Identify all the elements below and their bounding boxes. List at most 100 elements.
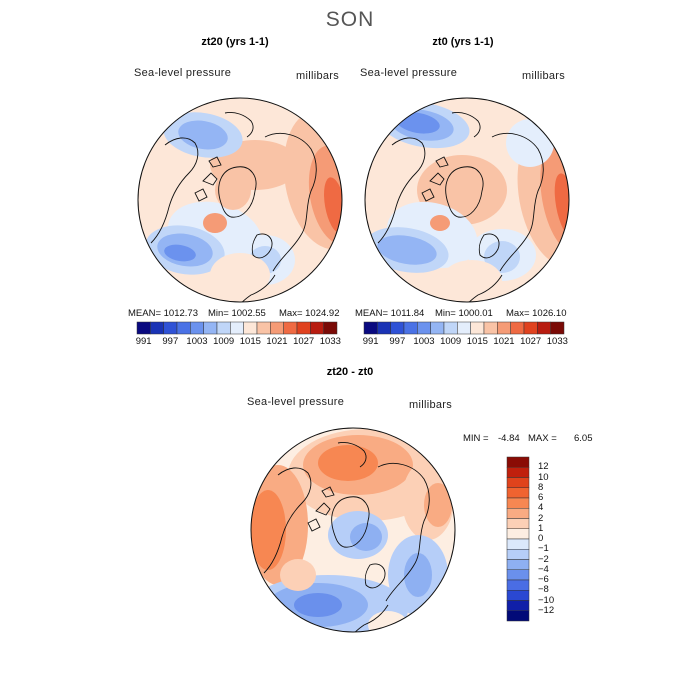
panel2-colorbar-tick-label: 1021 [493,336,515,347]
panel1-min: Min= 1002.55 [208,308,266,319]
panel3-colorbar-tick-label: 1 [538,522,544,534]
panel3-coastline [377,463,430,602]
panel3-colorbar-segment [506,600,530,611]
panel3-contour-region [251,490,286,570]
figure-title: SON [325,8,375,31]
panel2-colorbar-segment [443,321,458,335]
panel2-colorbar-segment [390,321,405,335]
panel1-colorbar-tick-label: 1009 [213,336,235,347]
panel3-map [250,427,456,633]
panel1-colorbar-tick-label: 997 [162,336,179,347]
panel3-colorbar-tick-label: −8 [538,584,549,596]
panel3-colorbar-segment [506,549,530,560]
panel3-min-label: MIN = [463,433,489,444]
panel2-colorbar-tick-label: 997 [389,336,406,347]
panel1-mean: MEAN= 1012.73 [128,308,198,319]
panel3-colorbar-segment [506,590,530,601]
panel2-coastline [491,133,544,272]
panel1-contour-region [210,253,270,297]
panel3-title: zt20 - zt0 [326,366,374,378]
panel3-map-boundary [250,427,456,633]
panel3-colorbar-segment [506,467,530,478]
panel1-coastline [251,233,273,259]
panel2-coastline [463,274,503,302]
panel2-field [365,98,569,302]
panel3-colorbar-tick-label: 8 [538,481,544,493]
panel3-colorbar-tick-label: 6 [538,492,544,503]
panel3-colorbar-segment [506,456,530,468]
panel2-coastline [451,112,481,138]
panel2-colorbar-segment [377,321,391,335]
panel1-colorbar-segment [323,321,338,335]
panel2-colorbar [363,321,565,335]
panel3-coastline [337,442,367,468]
panel3-contour-region [294,593,342,617]
panel3-field [251,428,455,632]
panel1-colorbar [136,321,338,335]
panel3-contour-region [368,611,408,632]
panel2-map-boundary [364,97,570,303]
panel3-colorbar-tick-label: −1 [538,543,549,555]
panel2-map [364,97,570,303]
panel3-colorbar-tick-label: −4 [538,563,549,575]
panel2-colorbar-tick-label: 1033 [546,336,568,347]
panel3-units-label: millibars [409,399,453,411]
panel2-colorbar-segment [363,321,378,335]
panel2-mean: MEAN= 1011.84 [355,308,425,319]
panel3-colorbar-segment [506,528,530,540]
panel1-colorbar-tick-label: 1015 [239,336,261,347]
panel1-colorbar-tick-label: 1033 [319,336,341,347]
panel2-colorbar-ticks: 991 997 1003 1009 1015 1021 1027 1033 [363,336,568,348]
panel3-colorbar-tick-label: 12 [538,461,549,473]
panel3-min-value: -4.84 [498,433,520,444]
panel2-colorbar-segment [497,321,511,335]
panel2-colorbar-segment [510,321,525,335]
panel3-colorbar [506,456,530,622]
panel3-coastline [349,604,389,632]
panel2-colorbar-segment [537,321,551,335]
panel2-colorbar-segment [470,321,485,335]
panel3-variable-label: Sea-level pressure [247,396,345,408]
panel1-coastline [218,166,257,218]
panel1-colorbar-tick-label: 1021 [266,336,288,347]
panel1-max: Max= 1024.92 [279,308,340,319]
panel1-contour-region [297,245,333,285]
panel3-colorbar-tick-label: 2 [538,512,544,524]
panel3-colorbar-tick-label: 10 [538,471,549,483]
panel3-colorbar-tick-label: 4 [538,502,544,514]
panel2-variable-label: Sea-level pressure [360,67,458,79]
panel2-colorbar-tick-label: 1009 [440,336,462,347]
panel1-colorbar-tick-label: 1027 [293,336,315,347]
panel3-contour-region [280,559,316,591]
panel1-colorbar-segment [283,321,298,335]
panel1-colorbar-segment [150,321,164,335]
panel1-variable-label: Sea-level pressure [134,67,232,79]
panel2-colorbar-segment [523,321,538,335]
panel3-colorbar-segment [506,569,530,581]
panel2-colorbar-segment [430,321,445,335]
panel2-min: Min= 1000.01 [435,308,493,319]
panel2-colorbar-segment [403,321,418,335]
panel1-coastline [194,156,222,202]
panel3-colorbar-segment [506,579,530,591]
panel2-contour-region [442,260,502,300]
panel2-colorbar-segment [483,321,498,335]
panel2-contour-region [484,241,520,273]
panel1-colorbar-segment [163,321,178,335]
panel3-max-value: 6.05 [574,433,593,444]
panel1-coastline [264,133,317,272]
panel2-units-label: millibars [522,70,566,82]
panel1-colorbar-segment [310,321,324,335]
panel3-colorbar-segment [506,518,530,529]
panel1-colorbar-segment [296,321,311,335]
panel2-contour-region [377,235,437,265]
panel2-colorbar-tick-label: 1027 [520,336,542,347]
panel1-colorbar-segment [216,321,231,335]
panel3-coastline [263,467,312,574]
panel3-contour-region [424,483,452,527]
panel3-colorbar-tick-label: −6 [538,574,549,585]
panel3-colorbar-segment [506,559,530,570]
panel1-colorbar-segment [203,321,218,335]
panel1-colorbar-segment [176,321,191,335]
panel3-colorbar-tick-label: 0 [538,533,544,544]
